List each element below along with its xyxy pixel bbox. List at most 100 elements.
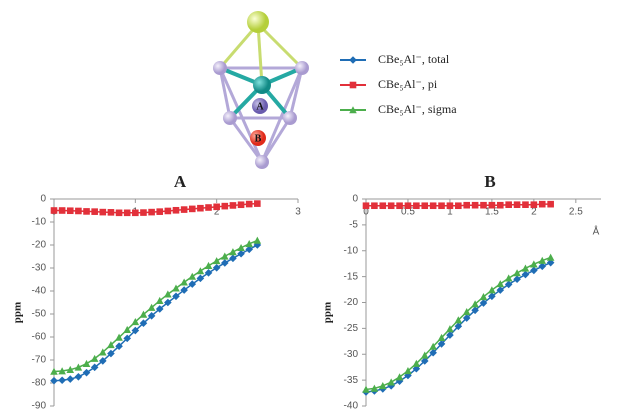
point [489,202,496,209]
point [75,208,82,215]
y-tick-label: -5 [349,220,358,231]
point [463,202,470,209]
y-tick-label: -25 [344,323,359,334]
chart-title: A [174,172,187,191]
point [181,206,188,213]
point [205,204,212,211]
point [229,248,237,255]
point [124,210,131,217]
point [59,207,66,214]
y-tick-label: -40 [344,401,359,412]
point [230,202,237,209]
point [91,208,98,215]
point [522,201,529,208]
point [514,201,521,208]
point [189,206,196,213]
y-tick-label: -20 [32,240,47,251]
y-tick-label: -20 [344,297,359,308]
y-tick-label: 0 [40,194,46,205]
point [531,201,538,208]
point [522,271,530,279]
point [472,202,479,209]
point [75,373,83,381]
point [165,208,172,215]
point [547,201,554,208]
point [455,202,462,209]
point [58,376,66,384]
point [100,209,107,216]
point [505,201,512,208]
point [148,209,155,216]
chart-title: B [484,172,495,191]
y-tick-label: -60 [32,332,47,343]
y-axis-label: ppm [12,302,24,323]
point [83,369,91,377]
point [522,265,530,272]
point [67,207,74,214]
y-tick-label: -10 [32,217,47,228]
point [83,360,91,367]
point [213,204,220,211]
point [379,382,387,389]
molecule: A B [213,11,309,169]
point [213,264,221,272]
y-tick-label: -90 [32,401,47,412]
point [379,202,386,209]
point [66,375,74,383]
point [396,202,403,209]
x-tick-label: 3 [295,207,301,218]
point [539,201,546,208]
point [221,259,229,267]
point [430,202,437,209]
point [213,257,221,264]
point [530,260,538,267]
x-tick-label: 2.5 [569,207,583,218]
y-tick-label: -50 [32,309,47,320]
point [51,207,58,214]
point [75,364,83,371]
point [197,205,204,212]
y-tick-label: -30 [32,263,47,274]
point [237,250,245,258]
point [254,200,261,207]
point [349,56,357,64]
point [140,209,147,216]
point [188,273,196,280]
y-tick-label: -80 [32,378,47,389]
legend-label: CBe₅Al⁻, pi [378,77,438,91]
point [245,240,253,247]
point [547,254,555,261]
y-axis-label: ppm [322,302,334,323]
point [173,207,180,214]
point [480,202,487,209]
point [132,210,139,217]
point [156,208,163,215]
point [238,201,245,208]
point [530,267,538,275]
point [221,252,229,259]
point [405,202,412,209]
y-tick-label: -10 [344,245,359,256]
x-axis-label: Å [593,225,600,238]
series-line [54,245,257,381]
y-tick-label: -40 [32,286,47,297]
y-tick-label: -35 [344,375,359,386]
point [246,201,253,208]
point [229,255,237,263]
x-tick-label: 2 [531,207,537,218]
legend-label: CBe₅Al⁻, total [378,52,450,66]
point [497,202,504,209]
y-tick-label: -30 [344,349,359,360]
point [413,202,420,209]
point [388,202,395,209]
point [222,203,229,210]
y-tick-label: 0 [352,194,358,205]
series-line [54,240,257,371]
atom-label: A [256,101,264,112]
point [363,202,370,209]
point [513,275,521,283]
point [254,237,262,244]
point [513,269,521,276]
atom-label: B [255,133,262,144]
